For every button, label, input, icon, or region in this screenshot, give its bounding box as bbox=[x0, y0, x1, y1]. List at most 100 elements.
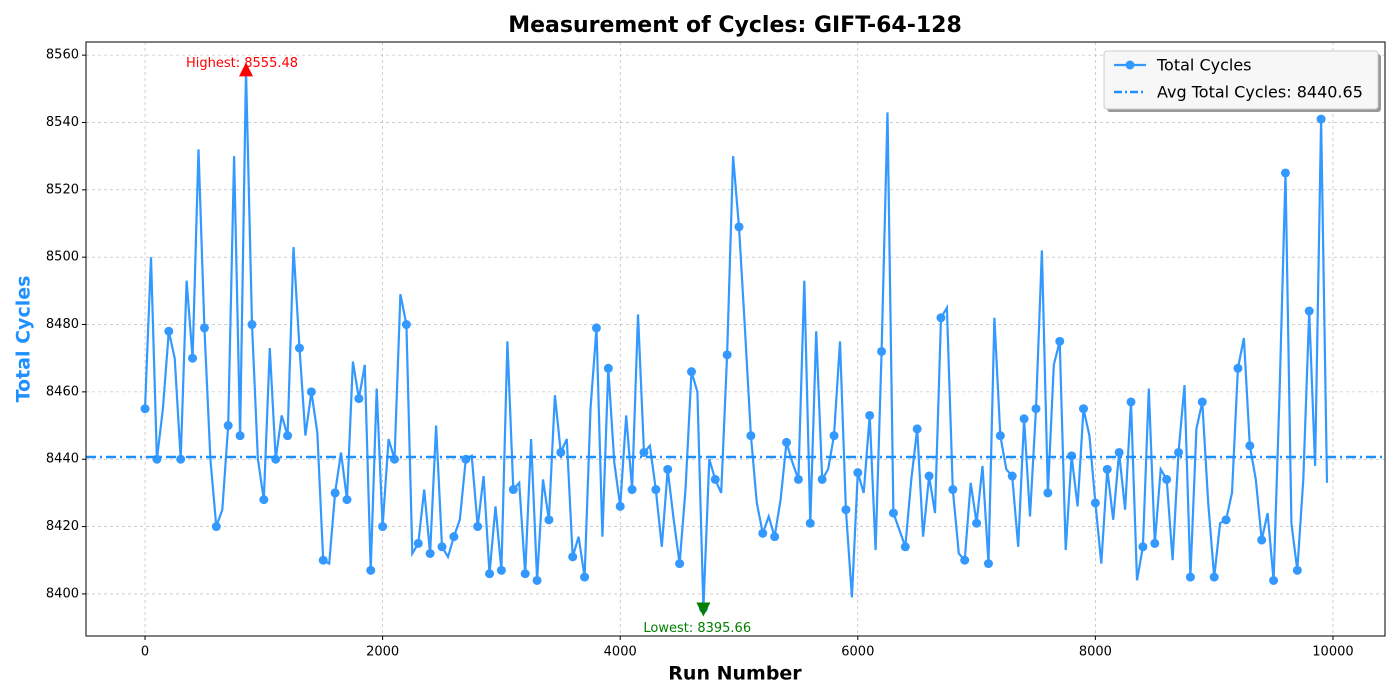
data-point bbox=[247, 320, 257, 330]
legend-label: Avg Total Cycles: 8440.65 bbox=[1157, 83, 1363, 102]
data-point bbox=[1304, 306, 1314, 316]
annotation-label: Lowest: 8395.66 bbox=[643, 621, 751, 636]
y-axis-label: Total Cycles bbox=[13, 276, 35, 403]
data-point bbox=[1174, 447, 1184, 457]
data-point bbox=[1233, 363, 1243, 373]
y-tick-label: 8400 bbox=[46, 586, 79, 601]
data-point bbox=[306, 387, 316, 397]
data-point bbox=[948, 485, 958, 495]
data-point bbox=[877, 346, 887, 356]
data-point bbox=[413, 538, 423, 548]
data-point bbox=[793, 474, 803, 484]
y-tick-label: 8420 bbox=[46, 519, 79, 534]
y-tick-label: 8460 bbox=[46, 384, 79, 399]
data-point bbox=[164, 326, 174, 336]
data-point bbox=[1055, 336, 1065, 346]
data-point bbox=[675, 559, 685, 569]
data-point bbox=[1197, 397, 1207, 407]
data-point bbox=[259, 495, 269, 505]
y-tick-label: 8480 bbox=[46, 317, 79, 332]
data-point bbox=[568, 552, 578, 562]
data-point bbox=[283, 431, 293, 441]
data-point bbox=[853, 468, 863, 478]
data-point bbox=[972, 518, 982, 528]
data-point bbox=[1150, 538, 1160, 548]
data-point bbox=[1269, 575, 1279, 585]
data-point bbox=[1292, 565, 1302, 575]
data-point bbox=[983, 559, 993, 569]
data-point bbox=[1126, 397, 1136, 407]
data-point bbox=[1162, 474, 1172, 484]
data-point bbox=[1316, 114, 1326, 124]
x-tick-label: 0 bbox=[141, 645, 149, 660]
data-point bbox=[639, 447, 649, 457]
data-point bbox=[924, 471, 934, 481]
data-point bbox=[651, 485, 661, 495]
data-point bbox=[496, 565, 506, 575]
data-point bbox=[841, 505, 851, 515]
x-tick-label: 8000 bbox=[1079, 645, 1112, 660]
x-tick-label: 4000 bbox=[604, 645, 637, 660]
chart-title: Measurement of Cycles: GIFT-64-128 bbox=[508, 13, 962, 38]
data-point bbox=[556, 447, 566, 457]
legend-label: Total Cycles bbox=[1156, 56, 1252, 75]
data-point bbox=[176, 454, 186, 464]
data-point bbox=[627, 485, 637, 495]
legend-marker bbox=[1125, 60, 1135, 70]
data-point bbox=[437, 542, 447, 552]
data-point bbox=[1245, 441, 1255, 451]
data-point bbox=[532, 575, 542, 585]
data-point bbox=[960, 555, 970, 565]
data-point bbox=[1102, 464, 1112, 474]
data-point bbox=[734, 222, 744, 232]
data-point bbox=[615, 501, 625, 511]
data-point bbox=[342, 495, 352, 505]
data-point bbox=[199, 323, 209, 333]
data-point bbox=[770, 532, 780, 542]
data-point bbox=[1114, 447, 1124, 457]
plot-area bbox=[140, 70, 1329, 614]
data-point bbox=[591, 323, 601, 333]
data-point bbox=[865, 410, 875, 420]
data-point bbox=[888, 508, 898, 518]
x-axis-label: Run Number bbox=[668, 663, 802, 685]
data-point bbox=[294, 343, 304, 353]
frame bbox=[85, 41, 1386, 637]
data-point bbox=[1185, 572, 1195, 582]
data-point bbox=[140, 404, 150, 414]
data-point bbox=[1209, 572, 1219, 582]
data-point bbox=[1007, 471, 1017, 481]
data-point bbox=[746, 431, 756, 441]
data-point bbox=[508, 485, 518, 495]
legend bbox=[1103, 50, 1379, 110]
data-point bbox=[1031, 404, 1041, 414]
data-point bbox=[544, 515, 554, 525]
data-point bbox=[758, 528, 768, 538]
data-point bbox=[449, 532, 459, 542]
data-point bbox=[211, 522, 221, 532]
data-point bbox=[936, 313, 946, 323]
data-point bbox=[330, 488, 340, 498]
data-point bbox=[401, 320, 411, 330]
data-point bbox=[1019, 414, 1029, 424]
y-tick-label: 8560 bbox=[46, 48, 79, 63]
data-point bbox=[603, 363, 613, 373]
x-tick-label: 6000 bbox=[841, 645, 874, 660]
data-point bbox=[995, 431, 1005, 441]
data-point bbox=[1280, 168, 1290, 178]
data-point bbox=[425, 549, 435, 558]
data-point bbox=[1257, 535, 1267, 545]
data-point bbox=[900, 542, 910, 552]
data-point bbox=[722, 350, 732, 360]
y-tick-label: 8520 bbox=[46, 182, 79, 197]
y-tick-label: 8540 bbox=[46, 115, 79, 130]
data-point bbox=[188, 353, 198, 363]
data-point bbox=[1090, 498, 1100, 508]
annotation-marker bbox=[239, 62, 254, 77]
data-point bbox=[378, 522, 388, 532]
data-point bbox=[235, 431, 245, 441]
data-point bbox=[354, 394, 364, 404]
annotation-marker bbox=[696, 602, 711, 617]
data-point bbox=[318, 555, 328, 565]
